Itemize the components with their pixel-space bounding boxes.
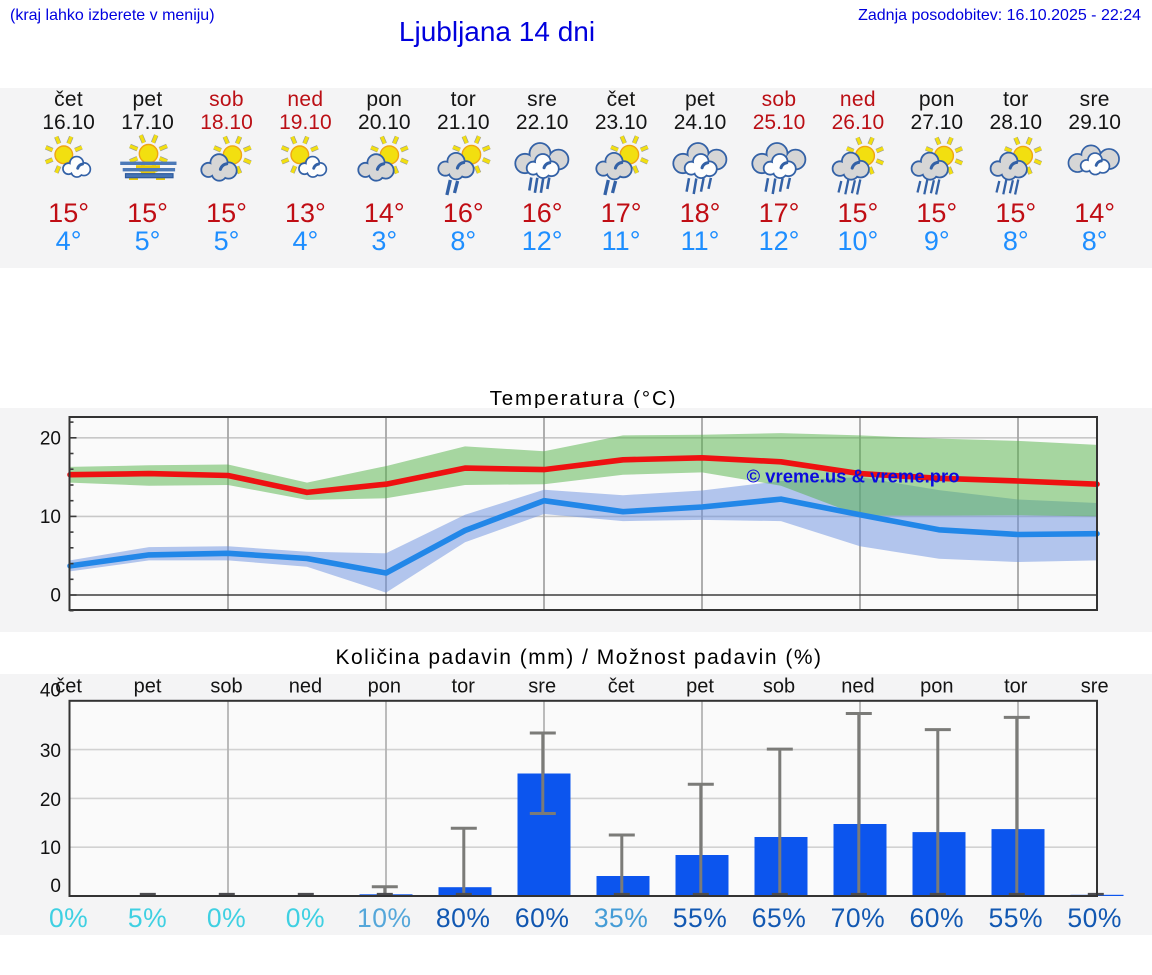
svg-text:55%: 55% (989, 903, 1044, 933)
svg-text:50%: 50% (1067, 903, 1122, 933)
svg-text:30: 30 (40, 741, 61, 762)
svg-text:tor: tor (1004, 676, 1028, 698)
svg-text:pon: pon (368, 676, 401, 698)
svg-text:0%: 0% (49, 903, 88, 933)
svg-text:70%: 70% (831, 903, 886, 933)
svg-text:0%: 0% (207, 903, 246, 933)
svg-text:65%: 65% (752, 903, 807, 933)
svg-text:10: 10 (40, 838, 61, 859)
svg-text:5%: 5% (128, 903, 167, 933)
svg-text:10%: 10% (357, 903, 412, 933)
svg-text:ned: ned (289, 676, 322, 698)
svg-text:pet: pet (686, 676, 714, 698)
svg-text:ned: ned (841, 676, 874, 698)
svg-text:20: 20 (40, 428, 61, 449)
svg-text:čet: čet (608, 676, 635, 698)
svg-text:pon: pon (920, 676, 953, 698)
svg-text:0%: 0% (286, 903, 325, 933)
svg-text:60%: 60% (515, 903, 570, 933)
svg-text:35%: 35% (594, 903, 649, 933)
svg-text:20: 20 (40, 790, 61, 811)
svg-text:sob: sob (210, 676, 242, 698)
svg-text:60%: 60% (910, 903, 965, 933)
svg-text:© vreme.us & vreme.pro: © vreme.us & vreme.pro (746, 466, 959, 487)
svg-text:10: 10 (40, 507, 61, 528)
svg-text:40: 40 (40, 681, 61, 702)
svg-text:sre: sre (528, 676, 556, 698)
svg-text:sob: sob (763, 676, 795, 698)
svg-text:0: 0 (50, 876, 61, 897)
svg-text:pet: pet (134, 676, 162, 698)
svg-text:80%: 80% (436, 903, 491, 933)
svg-text:sre: sre (1081, 676, 1109, 698)
svg-text:0: 0 (50, 586, 61, 607)
svg-text:tor: tor (452, 676, 476, 698)
svg-text:55%: 55% (673, 903, 728, 933)
svg-text:čet: čet (55, 676, 82, 698)
